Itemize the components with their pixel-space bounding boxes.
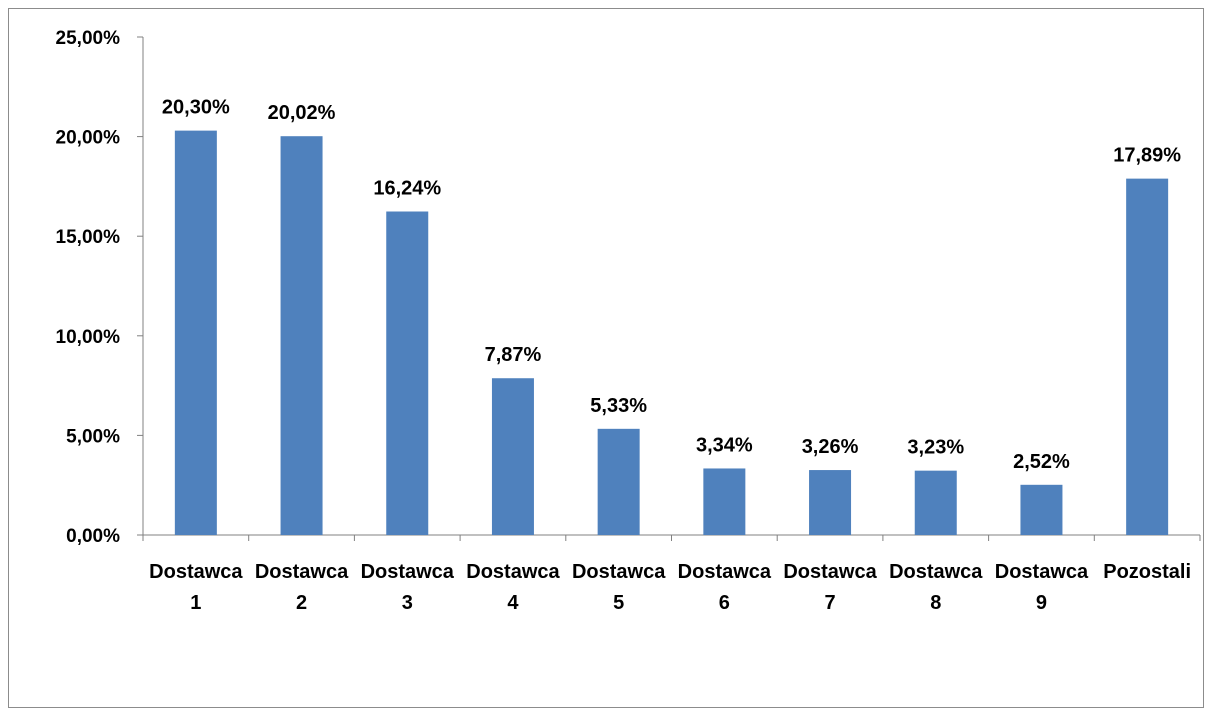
- data-label: 3,34%: [696, 434, 753, 456]
- category-label: Dostawca: [149, 561, 243, 583]
- category-label: 9: [1036, 592, 1047, 614]
- y-axis: 0,00% 5,00% 10,00% 15,00% 20,00% 25,00%: [56, 28, 144, 547]
- category-label: Dostawca: [255, 561, 349, 583]
- y-tick-label: 15,00%: [56, 227, 121, 248]
- bar: [174, 130, 217, 535]
- data-label: 5,33%: [590, 395, 647, 417]
- data-label: 7,87%: [485, 344, 542, 366]
- bar: [491, 378, 534, 535]
- data-label: 3,26%: [802, 436, 859, 458]
- x-axis: [142, 534, 1201, 541]
- data-label: 17,89%: [1113, 145, 1181, 167]
- y-tick-label: 0,00%: [66, 526, 120, 547]
- category-label: 2: [296, 592, 307, 614]
- data-label: 2,52%: [1013, 451, 1070, 473]
- category-label: 3: [402, 592, 413, 614]
- y-tick-label: 5,00%: [66, 426, 120, 447]
- y-tick-label: 10,00%: [56, 327, 121, 348]
- category-label: 7: [824, 592, 835, 614]
- bar: [1020, 484, 1063, 535]
- bar: [280, 136, 323, 535]
- data-label: 20,30%: [162, 97, 230, 119]
- category-label: Dostawca: [783, 561, 877, 583]
- data-label: 20,02%: [268, 102, 336, 124]
- category-label: Pozostali: [1103, 561, 1191, 583]
- bar: [386, 211, 429, 535]
- category-label: Dostawca: [678, 561, 772, 583]
- category-label: 6: [719, 592, 730, 614]
- bar: [809, 470, 852, 535]
- bar-chart: 0,00% 5,00% 10,00% 15,00% 20,00% 25,00% 20,30…: [56, 28, 1201, 614]
- category-label: 8: [930, 592, 941, 614]
- data-labels: 20,30% 20,02% 16,24% 7,87% 5,33% 3,34% 3,26% 3,…: [162, 97, 1181, 473]
- bar: [1126, 178, 1169, 535]
- category-label: 1: [190, 592, 201, 614]
- category-labels: Dostawca 1 Dostawca 2 Dostawca 3 Dostawca 4 Dost…: [149, 561, 1191, 614]
- y-tick-label: 20,00%: [56, 128, 121, 149]
- category-label: Dostawca: [466, 561, 560, 583]
- bar: [597, 428, 640, 535]
- category-label: 5: [613, 592, 624, 614]
- bar: [703, 468, 746, 535]
- category-label: Dostawca: [361, 561, 455, 583]
- bar: [914, 470, 957, 535]
- bars: [174, 130, 1169, 535]
- data-label: 16,24%: [373, 177, 441, 199]
- category-label: Dostawca: [572, 561, 666, 583]
- category-label: 4: [507, 592, 519, 614]
- category-label: Dostawca: [889, 561, 983, 583]
- y-tick-label: 25,00%: [56, 28, 121, 49]
- data-label: 3,23%: [907, 437, 964, 459]
- category-label: Dostawca: [995, 561, 1089, 583]
